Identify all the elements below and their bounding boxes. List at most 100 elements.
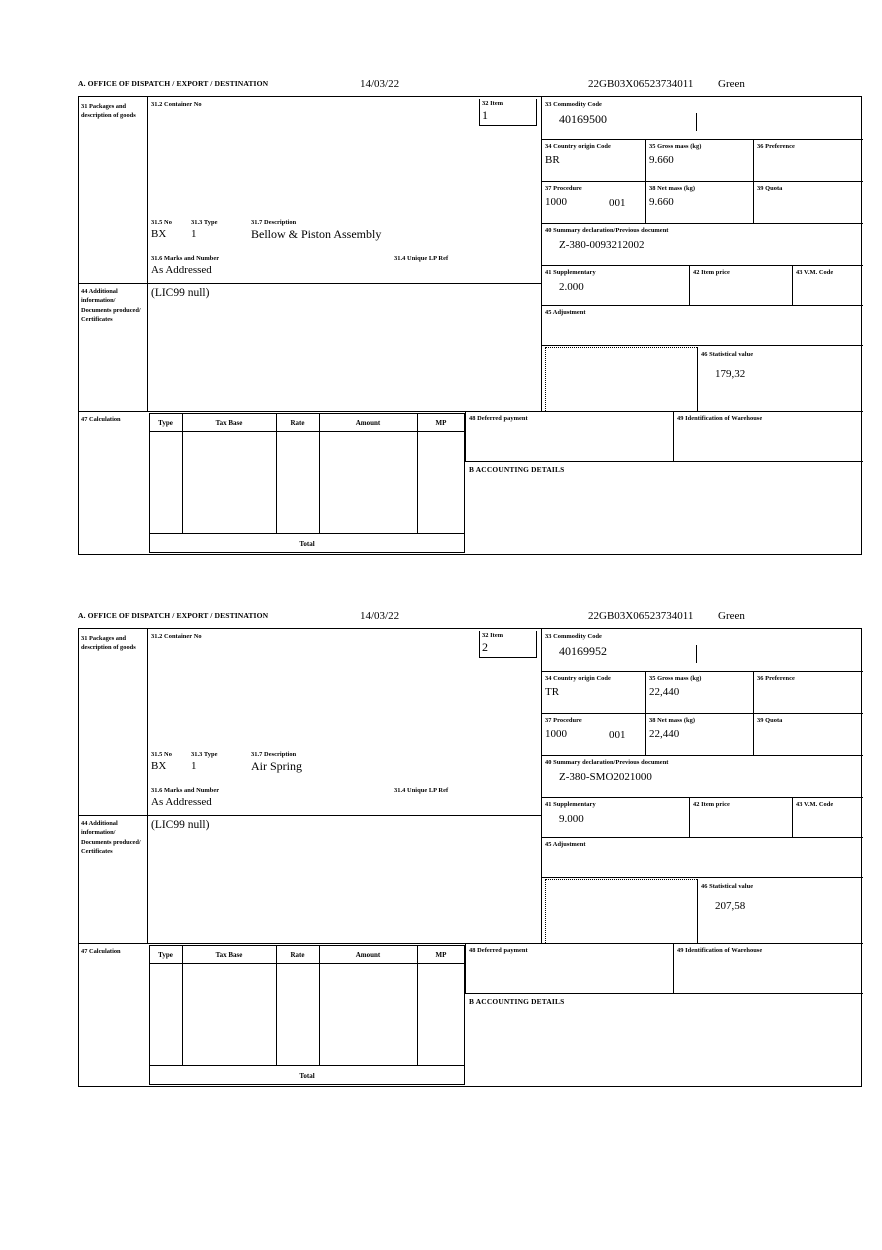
box-31-6-value: As Addressed [151, 263, 212, 276]
box-31-5-value: BX [151, 227, 167, 240]
section-b-accounting-details-label: B ACCOUNTING DETAILS [469, 997, 565, 1006]
box-33-label: 33 Commodity Code [545, 101, 602, 108]
box-35-label: 35 Gross mass (kg) [649, 675, 702, 682]
box-48-label: 48 Deferred payment [469, 947, 528, 954]
box-37-label: 37 Procedure [545, 717, 582, 724]
box-31-7-value: Bellow & Piston Assembly [251, 226, 382, 241]
box-36-preference: 36 Preference [757, 143, 861, 154]
divider-38-39 [753, 713, 754, 755]
box-45-label: 45 Adjustment [545, 841, 586, 848]
box-37-procedure: 37 Procedure 1000 [545, 185, 645, 209]
movement-reference-number: 22GB03X06523734011 [588, 78, 694, 90]
box-31-6-marks-and-number: 31.6 Marks and Number As Addressed [151, 787, 219, 809]
box-38-net-mass: 38 Net mass (kg) 22,440 [649, 717, 755, 741]
box-32-item: 32 Item 2 [479, 631, 537, 658]
box-43-vm-code: 43 V.M. Code [796, 269, 862, 278]
divider-38-39 [753, 181, 754, 223]
form-body: 31 Packages and description of goods 31.… [78, 97, 863, 555]
box-31-2-container-no: 31.2 Container No [151, 633, 202, 642]
office-of-dispatch-label: A. OFFICE OF DISPATCH / EXPORT / DESTINA… [78, 79, 269, 88]
box-33-value: 40169952 [559, 643, 607, 658]
box-31-6-value: As Addressed [151, 795, 212, 808]
box-45-dotted-left [545, 347, 546, 411]
box-31-3-value: 1 [191, 227, 197, 240]
calc-header-divider [149, 431, 465, 432]
divider-box31-bottom [79, 283, 541, 284]
divider-37-38 [645, 713, 646, 755]
box-33-label: 33 Commodity Code [545, 633, 602, 640]
calc-col-divider-2 [276, 945, 277, 1065]
box-41-value: 2.000 [559, 280, 584, 293]
box-31-4-label: 31.4 Unique LP Ref [394, 255, 449, 262]
box-47-calculation-table [149, 945, 465, 1085]
box-39-quota: 39 Quota [757, 717, 861, 728]
divider-42-43 [792, 265, 793, 305]
divider-row37-bottom [541, 223, 863, 224]
box-31-5-no: 31.5 No BX [151, 219, 172, 241]
box-46-statistical-value: 46 Statistical value 207,58 [701, 883, 861, 913]
divider-section-b-top [465, 461, 863, 462]
box-40-label: 40 Summary declaration/Previous document [545, 759, 669, 766]
calc-total-label: Total [299, 540, 315, 548]
box-31-3-label: 31.3 Type [191, 219, 218, 226]
box-31-7-description: 31.7 Description Air Spring [251, 751, 302, 773]
divider-box40-bottom [541, 265, 863, 266]
box-32-label: 32 Item [482, 632, 504, 639]
divider-box46-left [697, 879, 698, 943]
box-31-7-label: 31.7 Description [251, 751, 297, 758]
box-38-value: 22,440 [649, 727, 680, 740]
divider-bottom-section-top [79, 943, 863, 944]
box-37-procedure: 37 Procedure 1000 [545, 717, 645, 741]
box-31-3-value: 1 [191, 759, 197, 772]
box-31-5-label: 31.5 No [151, 219, 172, 226]
form-header: A. OFFICE OF DISPATCH / EXPORT / DESTINA… [78, 78, 862, 97]
box-49-identification-of-warehouse: 49 Identification of Warehouse [677, 415, 861, 424]
calc-col-header-type: Type [158, 419, 173, 427]
box-38-value: 9.660 [649, 195, 674, 208]
divider-42-43 [792, 797, 793, 837]
form-header: A. OFFICE OF DISPATCH / EXPORT / DESTINA… [78, 610, 862, 629]
divider-box45-bottom [541, 345, 863, 346]
box-35-gross-mass: 35 Gross mass (kg) 9.660 [649, 143, 755, 167]
box-35-value: 22,440 [649, 685, 680, 698]
box-32-value: 2 [482, 639, 488, 654]
calc-col-divider-2 [276, 413, 277, 533]
box-31-4-unique-lp-ref: 31.4 Unique LP Ref [394, 255, 448, 264]
section-b-accounting-details-label: B ACCOUNTING DETAILS [469, 465, 565, 474]
box-36-preference: 36 Preference [757, 675, 861, 686]
box-34-label: 34 Country origin Code [545, 143, 611, 150]
box-45-adjustment: 45 Adjustment [545, 309, 861, 318]
box-34-label: 34 Country origin Code [545, 675, 611, 682]
box-42-label: 42 Item price [693, 801, 730, 808]
box-44-additional-information: (LIC99 null) [151, 287, 209, 300]
calc-col-divider-3 [319, 413, 320, 533]
box-41-label: 41 Supplementary [545, 269, 596, 276]
box-45-adjustment: 45 Adjustment [545, 841, 861, 850]
calc-col-divider-1 [182, 413, 183, 533]
box-40-summary-declaration: 40 Summary declaration/Previous document… [545, 227, 861, 252]
box-38-label: 38 Net mass (kg) [649, 717, 696, 724]
calc-header-divider [149, 963, 465, 964]
box-31-6-label: 31.6 Marks and Number [151, 787, 220, 794]
box-38-label: 38 Net mass (kg) [649, 185, 696, 192]
divider-box33-bottom [541, 671, 863, 672]
divider-right-column [541, 629, 542, 943]
box-36-label: 36 Preference [757, 143, 795, 150]
divider-row37-bottom [541, 755, 863, 756]
calc-col-header-rate: Rate [290, 419, 305, 427]
divider-34-35 [645, 139, 646, 181]
box-34-country-origin-code: 34 Country origin Code BR [545, 143, 645, 167]
form-body: 31 Packages and description of goods 31.… [78, 629, 863, 1087]
calc-col-header-tax-base: Tax Base [215, 419, 243, 427]
calc-total-label: Total [299, 1072, 315, 1080]
box-33-commodity-code: 33 Commodity Code 40169500 [545, 101, 861, 126]
box-46-label: 46 Statistical value [701, 883, 754, 890]
box-31-2-label: 31.2 Container No [151, 633, 202, 640]
box-44-value: (LIC99 null) [151, 287, 210, 299]
calc-total-divider [149, 533, 465, 534]
box-39-value [757, 726, 861, 728]
box-37-value: 1000 [545, 727, 567, 740]
box-31-5-label: 31.5 No [151, 751, 172, 758]
box-37-label: 37 Procedure [545, 185, 582, 192]
box-39-label: 39 Quota [757, 185, 783, 192]
